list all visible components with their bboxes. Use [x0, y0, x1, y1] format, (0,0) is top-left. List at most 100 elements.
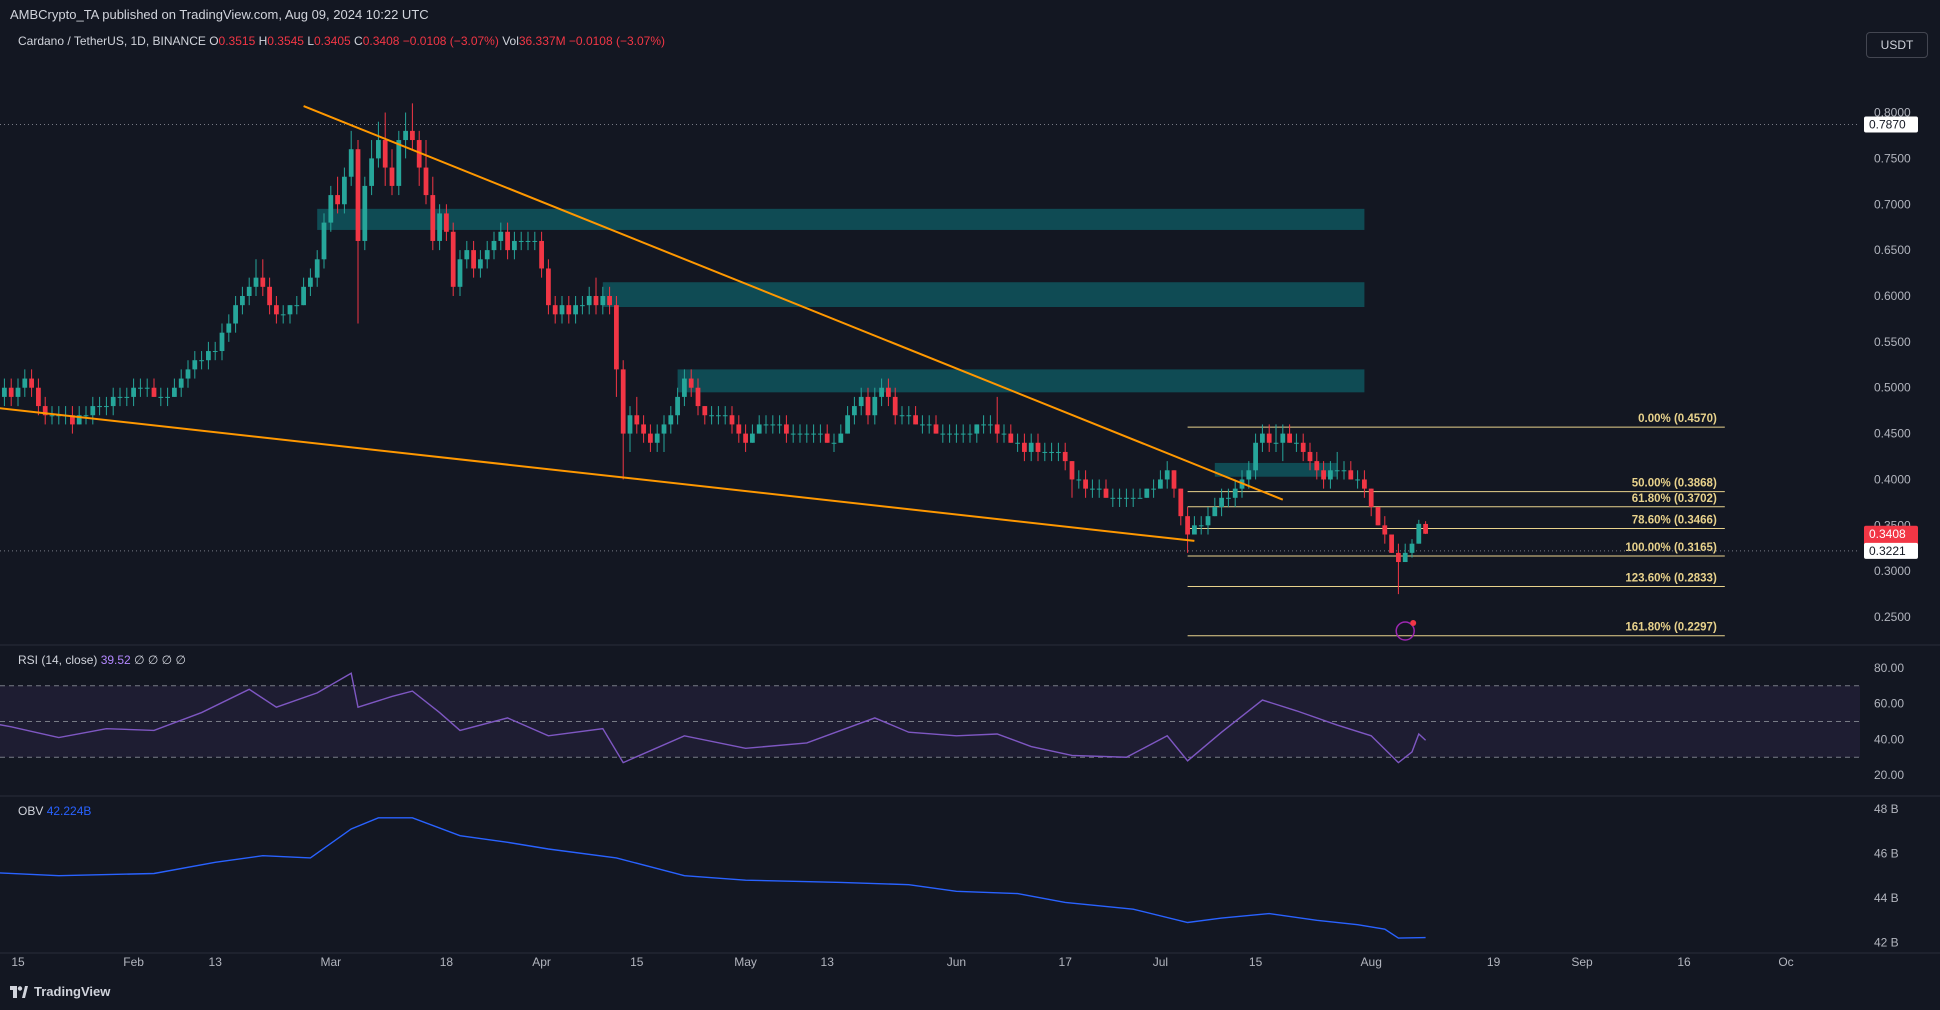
x-tick-label: May: [734, 955, 757, 969]
candle-body: [138, 387, 143, 389]
supply-zones: [317, 208, 1365, 477]
candle: [233, 295, 238, 333]
candle-body: [90, 406, 96, 416]
candle-body: [29, 378, 34, 388]
trendlines: [0, 105, 1284, 542]
candle: [423, 140, 429, 205]
candle: [661, 415, 667, 452]
candle-body: [83, 415, 89, 417]
candle-body: [648, 433, 653, 443]
candle: [1205, 506, 1211, 535]
candle: [396, 130, 402, 196]
candle: [1280, 424, 1286, 462]
candle: [580, 295, 585, 315]
candle-body: [620, 369, 626, 434]
candle-body: [1389, 534, 1394, 553]
candle-body: [736, 424, 742, 434]
supply-zone: [317, 208, 1365, 230]
candle: [845, 406, 850, 434]
candle-body: [845, 415, 850, 434]
fib-label: 78.60% (0.3466): [1632, 514, 1717, 526]
candle: [144, 378, 150, 397]
candle: [702, 406, 708, 425]
x-tick-label: 15: [11, 955, 25, 969]
rsi-legend: RSI (14, close) 39.52 ∅ ∅ ∅ ∅: [18, 653, 186, 667]
candle-body: [852, 406, 857, 416]
candle-body: [389, 167, 395, 186]
candle-body: [641, 424, 646, 434]
candle-body: [1355, 479, 1360, 481]
candle-body: [321, 222, 327, 260]
candle: [566, 295, 572, 324]
candle: [450, 222, 456, 296]
candle-body: [219, 332, 225, 352]
candle: [97, 396, 102, 416]
candle-body: [709, 415, 714, 417]
candle: [1219, 488, 1224, 517]
candle: [974, 424, 980, 443]
candle-body: [634, 415, 640, 425]
candle-body: [675, 396, 680, 416]
candle: [321, 213, 327, 269]
candle: [430, 176, 436, 251]
candle: [226, 314, 232, 342]
candle-body: [1008, 433, 1014, 443]
candle: [22, 369, 28, 397]
candle-body: [124, 396, 130, 398]
candle: [219, 323, 225, 361]
candle: [1348, 461, 1354, 480]
candle: [546, 259, 551, 315]
candle-body: [444, 213, 449, 232]
candle: [49, 406, 55, 425]
candle: [410, 103, 415, 150]
event-dot: [1410, 620, 1417, 626]
candle: [831, 433, 837, 452]
candle: [348, 130, 354, 186]
candle-body: [471, 250, 476, 269]
candle-body: [1028, 442, 1034, 452]
x-tick-label: 15: [1249, 955, 1263, 969]
candle: [743, 424, 748, 452]
candle-body: [1382, 525, 1388, 535]
candle: [240, 286, 245, 315]
candle-body: [1300, 442, 1306, 452]
obv-y-tick: 46 B: [1874, 846, 1899, 860]
obv-name: OBV: [18, 804, 44, 818]
candle: [260, 259, 266, 296]
candle-body: [974, 424, 980, 434]
candle-body: [178, 378, 184, 388]
candle-body: [274, 305, 279, 315]
rsi-line: [0, 672, 1427, 764]
candle-body: [1103, 488, 1109, 498]
candle-body: [199, 360, 204, 362]
candle: [471, 240, 476, 278]
candle-body: [491, 240, 497, 251]
candle-body: [960, 433, 966, 435]
candle: [682, 369, 687, 407]
candle-body: [1375, 506, 1381, 526]
candle: [457, 250, 463, 296]
candle: [627, 406, 633, 452]
candle: [1103, 479, 1109, 498]
candle-body: [1294, 442, 1299, 444]
x-tick-label: 19: [1487, 955, 1501, 969]
currency-button[interactable]: USDT: [1866, 32, 1928, 58]
candle: [1307, 442, 1313, 471]
candle: [777, 415, 782, 434]
x-tick-label: 17: [1059, 955, 1073, 969]
price-label: 0.7870: [1869, 117, 1906, 131]
candle-body: [539, 240, 544, 269]
candle-body: [1144, 488, 1150, 498]
candle: [634, 396, 640, 434]
candle-body: [518, 240, 524, 242]
candle: [852, 396, 857, 425]
y-tick-label: 0.6500: [1874, 243, 1911, 257]
candle-body: [1015, 442, 1020, 444]
candle-body: [954, 433, 959, 435]
candle-body: [573, 305, 578, 315]
change-value: −0.0108 (−3.07%): [402, 34, 499, 48]
candle-body: [600, 295, 606, 306]
candle-body: [1287, 433, 1292, 443]
candle: [1334, 451, 1340, 480]
